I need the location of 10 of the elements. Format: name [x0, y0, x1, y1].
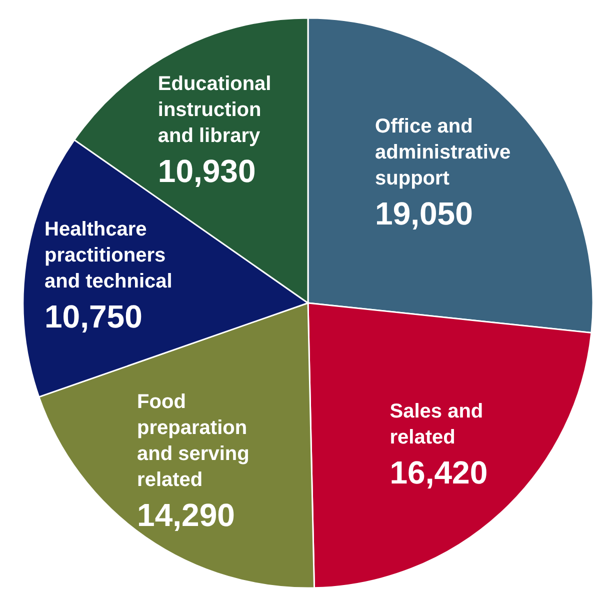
data-label: 16,420: [390, 454, 488, 491]
data-label: 19,050: [375, 195, 473, 232]
data-label: 14,290: [137, 497, 235, 534]
slice-label: Office and administrative support: [375, 115, 511, 190]
data-label: 10,930: [158, 153, 256, 190]
data-label: 10,750: [44, 298, 142, 335]
slice-label: Educational instruction and library: [158, 73, 272, 148]
slice-label: Food preparation and serving related: [137, 391, 250, 492]
slice-label: Sales and related: [390, 400, 484, 449]
slice-label: Healthcare practitioners and technical: [44, 218, 172, 293]
